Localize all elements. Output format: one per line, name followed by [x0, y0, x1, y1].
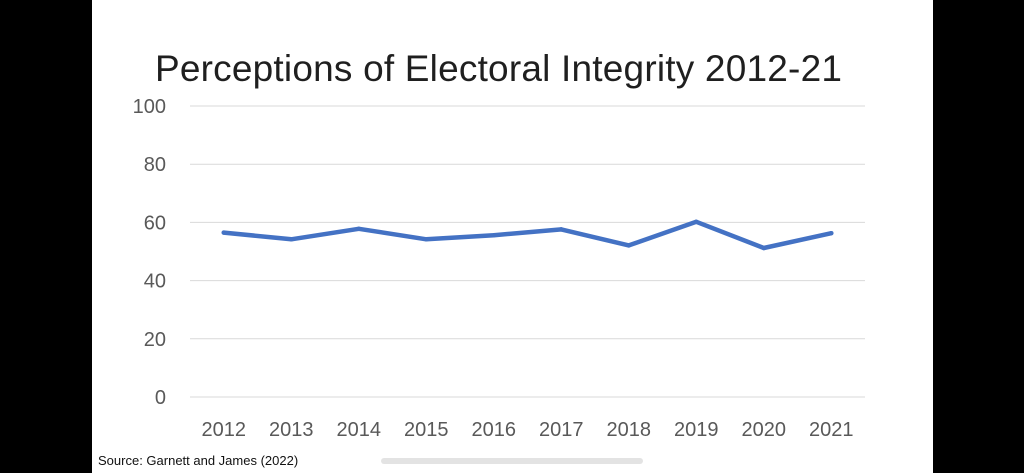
series-layer — [221, 219, 834, 251]
chart-title: Perceptions of Electoral Integrity 2012-… — [155, 48, 843, 89]
data-point — [221, 230, 226, 235]
source-note: Source: Garnett and James (2022) — [98, 453, 299, 468]
data-point — [356, 226, 361, 232]
x-tick-label: 2018 — [607, 419, 652, 441]
data-point — [829, 230, 834, 236]
x-tick-label: 2020 — [742, 419, 787, 441]
horizontal-scrollbar[interactable] — [381, 458, 643, 464]
x-tick-label: 2012 — [202, 419, 247, 441]
slide-background — [92, 0, 933, 473]
data-point — [761, 245, 766, 251]
x-tick-label: 2015 — [404, 419, 449, 441]
x-tick-label: 2013 — [269, 419, 314, 441]
y-tick-label: 80 — [144, 154, 166, 176]
data-point — [289, 237, 294, 242]
x-tick-label: 2014 — [337, 419, 382, 441]
x-tick-label: 2017 — [539, 419, 584, 441]
x-tick-label: 2021 — [809, 419, 854, 441]
data-point — [491, 233, 496, 238]
y-axis-ticks: 0 20 40 60 80 100 — [133, 96, 166, 409]
data-point — [559, 227, 564, 232]
x-tick-label: 2016 — [472, 419, 517, 441]
y-tick-label: 100 — [133, 96, 166, 118]
y-tick-label: 20 — [144, 329, 166, 351]
x-axis-ticks: 2012 2013 2014 2015 2016 2017 2018 2019 2020 2021 — [202, 419, 854, 441]
data-point — [626, 243, 631, 248]
gridlines — [190, 105, 865, 398]
y-tick-label: 0 — [155, 387, 166, 409]
data-point — [694, 219, 699, 225]
x-tick-label: 2019 — [674, 419, 719, 441]
y-tick-label: 60 — [144, 212, 166, 234]
y-tick-label: 40 — [144, 271, 166, 293]
data-point — [424, 237, 429, 242]
series-line-0 — [221, 219, 834, 251]
